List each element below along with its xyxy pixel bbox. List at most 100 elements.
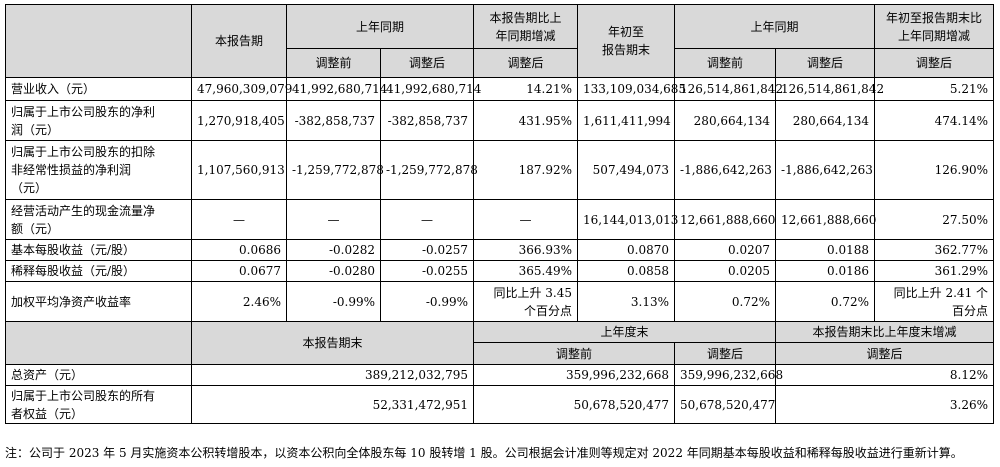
- table-cell: 187.92%: [473, 140, 579, 200]
- table-cell: 3.26%: [775, 385, 995, 424]
- table-cell: 3.13%: [577, 281, 676, 322]
- table-cell: 8.12%: [775, 364, 995, 386]
- header-row-1: 本报告期 上年同期 本报告期比上 年同期增减 年初至 报告期末 上年同期 年初至…: [5, 4, 995, 78]
- table-cell: 0.0870: [577, 239, 676, 261]
- table-row: 总资产（元） 389,212,032,795 359,996,232,668 3…: [5, 364, 995, 386]
- table-cell: -1,886,642,263: [775, 140, 876, 200]
- table-cell: 359,996,232,668: [473, 364, 676, 386]
- table-cell-line2: 百分点: [952, 303, 989, 318]
- table-cell: 5.21%: [874, 77, 995, 101]
- row-label-line2: 者权益（元）: [11, 406, 84, 421]
- row-label: 归属于上市公司股东的净利 润（元）: [5, 100, 192, 141]
- table-cell: 0.0205: [674, 260, 777, 282]
- row-label: 归属于上市公司股东的所有 者权益（元）: [5, 385, 192, 424]
- table-cell-dash: —: [286, 199, 381, 240]
- table-cell-dash: —: [473, 199, 579, 240]
- table-cell: 507,494,073: [577, 140, 676, 200]
- table-cell: 12,661,888,660: [674, 199, 777, 240]
- table-cell: 1,270,918,405: [191, 100, 287, 141]
- header-yoy-change-line2: 年同期增减: [495, 28, 556, 43]
- table-cell: 280,664,134: [674, 100, 777, 141]
- header-yoy-change-line1: 本报告期比上: [489, 10, 562, 25]
- row-label: 基本每股收益（元/股）: [5, 239, 192, 261]
- table-cell: -0.99%: [379, 281, 475, 322]
- table-cell: -382,858,737: [286, 100, 381, 141]
- table-cell-dash: —: [379, 199, 475, 240]
- header-before-adj: 调整前: [286, 48, 381, 78]
- footnote: 注：公司于 2023 年 5 月实施资本公积转增股本，以资本公积向全体股东每 1…: [5, 446, 963, 460]
- balance-header-period-end: 本报告期末: [190, 321, 475, 365]
- table-row: 基本每股收益（元/股） 0.0686 -0.0282 -0.0257 366.9…: [5, 239, 995, 261]
- table-cell: 361.29%: [874, 260, 995, 282]
- row-label-line3: （元）: [11, 181, 48, 195]
- balance-header-row-2: 调整前 调整后 调整后: [6, 342, 995, 365]
- table-cell: 362.77%: [874, 239, 995, 261]
- table-cell: 0.0677: [191, 260, 287, 282]
- table-row: 归属于上市公司股东的净利 润（元） 1,270,918,405 -382,858…: [5, 100, 995, 141]
- table-cell: -0.99%: [286, 281, 381, 322]
- table-cell-line1: 同比上升 2.41 个: [893, 285, 989, 300]
- table-cell: -0.0282: [286, 239, 381, 261]
- table-row: 营业收入（元） 47,960,309,079 41,992,680,714 41…: [5, 77, 995, 101]
- header-current-period: 本报告期: [191, 4, 287, 78]
- table-cell: 431.95%: [473, 100, 579, 141]
- header-after-adj-2: 调整后: [775, 48, 876, 78]
- row-label-line1: 归属于上市公司股东的净利: [11, 104, 156, 119]
- corner-cell: [5, 4, 192, 78]
- row-label: 加权平均净资产收益率: [5, 281, 192, 322]
- table-cell: 389,212,032,795: [190, 364, 475, 386]
- row-label: 归属于上市公司股东的扣除 非经常性损益的净利润 （元）: [5, 140, 192, 200]
- table-row: 加权平均净资产收益率 2.46% -0.99% -0.99% 同比上升 3.45…: [5, 281, 995, 322]
- header-ytd-yoy-line2: 上年同期增减: [898, 28, 971, 43]
- table-cell: -382,858,737: [379, 100, 475, 141]
- table-cell: 50,678,520,477: [674, 385, 777, 424]
- table-cell: -1,886,642,263: [674, 140, 777, 200]
- table-cell-line1: 同比上升 3.45: [493, 285, 573, 300]
- row-label: 经营活动产生的现金流量净 额（元）: [5, 199, 192, 240]
- table-cell: 2.46%: [191, 281, 287, 322]
- financial-summary-table: 本报告期 上年同期 本报告期比上 年同期增减 年初至 报告期末 上年同期 年初至…: [5, 4, 995, 424]
- table-row: 稀释每股收益（元/股） 0.0677 -0.0280 -0.0255 365.4…: [5, 260, 995, 282]
- row-label-line2: 额（元）: [11, 221, 60, 236]
- table-row: 归属于上市公司股东的所有 者权益（元） 52,331,472,951 50,67…: [5, 385, 995, 424]
- table-cell: 1,107,560,913: [191, 140, 287, 200]
- table-cell: 474.14%: [874, 100, 995, 141]
- balance-header-last-year-end: 上年度末: [473, 321, 777, 343]
- table-cell: 16,144,013,013: [577, 199, 678, 240]
- header-ytd-yoy: 年初至报告期末比 上年同期增减: [874, 4, 995, 49]
- table-cell: 280,664,134: [775, 100, 876, 141]
- table-cell: -0.0257: [379, 239, 475, 261]
- financial-table-container: 本报告期 上年同期 本报告期比上 年同期增减 年初至 报告期末 上年同期 年初至…: [5, 4, 995, 424]
- table-cell: 126,514,861,842: [674, 77, 783, 101]
- table-cell: 1,611,411,994: [577, 100, 676, 141]
- table-cell: 41,992,680,714: [379, 77, 481, 101]
- row-label-line2: 润（元）: [11, 122, 60, 137]
- table-cell: 365.49%: [473, 260, 579, 282]
- table-cell: 12,661,888,660: [775, 199, 876, 240]
- table-cell: 126.90%: [874, 140, 995, 200]
- balance-header-after-adj: 调整后: [674, 342, 777, 365]
- table-cell: 0.0686: [191, 239, 287, 261]
- balance-header-row-1: 本报告期末 上年度末 本报告期末比上年度末增减: [5, 321, 995, 365]
- balance-header-before-adj: 调整前: [473, 342, 676, 365]
- table-cell: 47,960,309,079: [191, 77, 292, 101]
- table-cell: -0.0280: [286, 260, 381, 282]
- table-cell: 同比上升 3.45 个百分点: [473, 281, 579, 322]
- row-label-line2: 非经常性损益的净利润: [11, 163, 132, 177]
- row-label: 稀释每股收益（元/股）: [5, 260, 192, 282]
- table-cell: 14.21%: [473, 77, 579, 101]
- header-after-adj: 调整后: [379, 48, 475, 78]
- header-row-2: 调整前 调整后 调整后 调整前 调整后 调整后: [6, 48, 995, 78]
- table-cell: 52,331,472,951: [190, 385, 475, 424]
- table-cell: 0.72%: [674, 281, 777, 322]
- row-label: 营业收入（元）: [5, 77, 192, 101]
- row-label-line1: 归属于上市公司股东的扣除: [11, 145, 156, 159]
- table-cell: 50,678,520,477: [473, 385, 676, 424]
- header-ytd-yoy-line1: 年初至报告期末比: [886, 10, 983, 25]
- table-row: 经营活动产生的现金流量净 额（元） — — — — 16,144,013,013…: [5, 199, 995, 240]
- table-cell: 0.0207: [674, 239, 777, 261]
- header-after-adj-3: 调整后: [473, 48, 579, 78]
- table-cell: 366.93%: [473, 239, 579, 261]
- header-ytd-line1: 年初至: [608, 25, 645, 39]
- header-after-adj-4: 调整后: [874, 48, 995, 78]
